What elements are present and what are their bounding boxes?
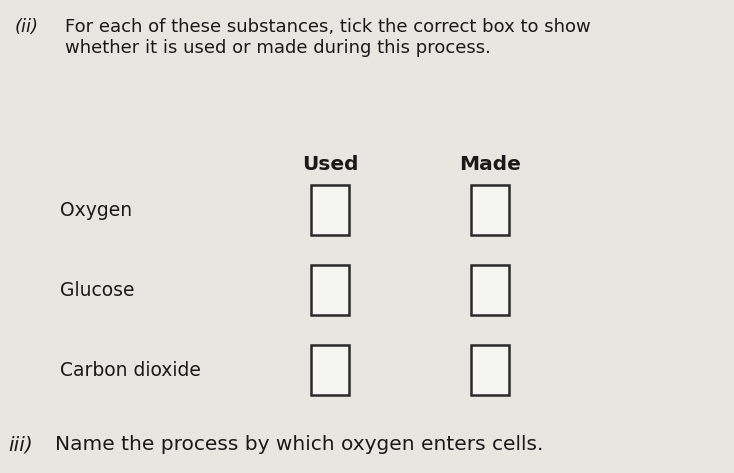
Bar	[311, 265, 349, 315]
Text: iii): iii)	[8, 436, 33, 455]
Text: Glucose: Glucose	[60, 280, 134, 299]
Bar	[471, 345, 509, 395]
Text: Used: Used	[302, 156, 358, 175]
Text: Made: Made	[459, 156, 521, 175]
Bar	[311, 185, 349, 235]
Bar	[311, 345, 349, 395]
Text: Name the process by which oxygen enters cells.: Name the process by which oxygen enters …	[55, 436, 543, 455]
Text: Oxygen: Oxygen	[60, 201, 132, 219]
Text: Carbon dioxide: Carbon dioxide	[60, 360, 201, 379]
Bar	[471, 185, 509, 235]
Bar	[471, 265, 509, 315]
Text: For each of these substances, tick the correct box to show
whether it is used or: For each of these substances, tick the c…	[65, 18, 591, 57]
Text: (ii): (ii)	[15, 18, 39, 36]
